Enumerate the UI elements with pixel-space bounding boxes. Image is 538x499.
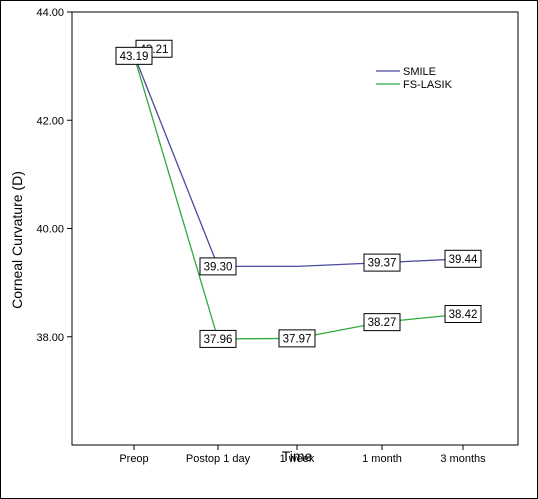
x-tick-label: Postop 1 day [186, 453, 251, 465]
y-tick-label: 44.00 [36, 7, 64, 19]
data-label: 39.30 [199, 257, 237, 276]
data-label-box [363, 253, 401, 272]
x-tick-label: Preop [119, 453, 148, 465]
legend-label: SMILE [403, 66, 436, 78]
axes: 38.00 40.00 42.00 44.00 Preop Postop 1 day 1 w… [36, 7, 519, 465]
data-label-box [199, 329, 237, 348]
data-label: 38.27 [363, 313, 401, 332]
x-tick-label: 1 month [362, 453, 402, 465]
data-label-text: 38.27 [368, 317, 397, 329]
data-label: 37.96 [199, 329, 237, 348]
data-label-box [363, 313, 401, 332]
data-label-box [199, 257, 237, 276]
data-label: 39.44 [444, 249, 482, 268]
x-axis-title: Time [282, 448, 313, 464]
data-label-text: 37.97 [283, 333, 312, 345]
series-line-smile [133, 54, 464, 268]
data-label-text: 38.42 [449, 309, 478, 321]
x-tick-label: 3 months [440, 453, 486, 465]
series-lines [133, 54, 464, 340]
data-label: 43.19 [115, 46, 153, 65]
x-tick-label: 1 week [280, 453, 315, 465]
data-label-box [444, 249, 482, 268]
data-label-box [278, 329, 316, 348]
y-tick-label: 42.00 [36, 115, 64, 127]
data-label-text: 37.96 [204, 334, 233, 346]
data-label: 39.37 [363, 253, 401, 272]
data-label-text: 39.44 [449, 254, 478, 266]
legend-label: FS-LASIK [403, 79, 453, 91]
data-label-box [444, 305, 482, 324]
y-tick-label: 38.00 [36, 332, 64, 344]
y-axis-title: Corneal Curvature (D) [9, 171, 25, 309]
y-tick-label: 40.00 [36, 224, 64, 236]
data-label-text: 39.37 [368, 258, 397, 270]
data-label: 38.42 [444, 305, 482, 324]
data-label: 37.97 [278, 329, 316, 348]
data-label-text: 39.30 [204, 261, 233, 273]
plot-area [71, 11, 519, 446]
data-label-text: 43.19 [120, 51, 149, 63]
data-label-box [115, 46, 153, 65]
series-line-fs-lasik [133, 55, 464, 340]
